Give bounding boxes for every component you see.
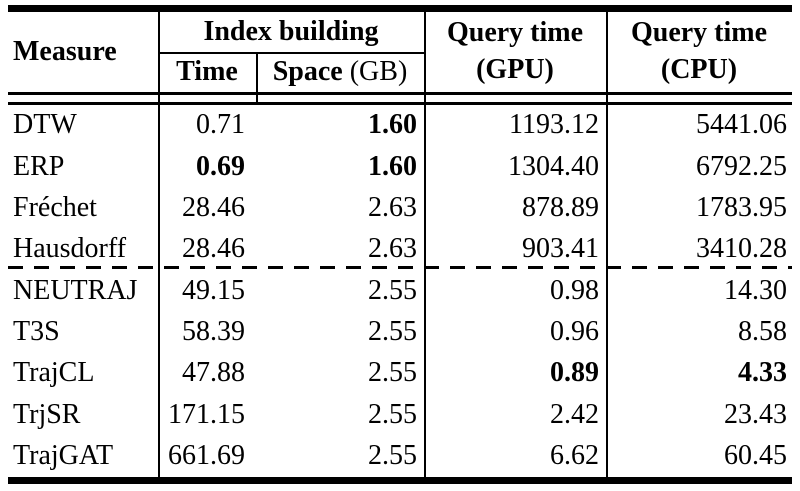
gpu-cell: 1304.40: [508, 150, 599, 182]
gpu-column-divider: [424, 12, 426, 477]
header-query-time-gpu-line2: (GPU): [476, 54, 554, 85]
time-cell: 58.39: [182, 315, 245, 347]
cpu-cell: 14.30: [724, 274, 787, 306]
measure-cell-trjsr: TrjSR: [13, 398, 81, 430]
time-cell: 0.69: [196, 150, 245, 182]
time-cell: 28.46: [182, 233, 245, 265]
cpu-cell: 23.43: [724, 398, 787, 430]
results-table: Measure Index building Time Space (GB) Qu…: [8, 12, 792, 477]
gpu-cell: 6.62: [550, 439, 599, 471]
space-cell: 1.60: [368, 109, 417, 141]
header-query-time-gpu-line1: Query time: [446, 17, 584, 49]
space-cell: 2.55: [368, 274, 417, 306]
gpu-cell: 903.41: [522, 233, 599, 265]
top-rule: [8, 5, 792, 12]
header-query-time-gpu: Query time (GPU): [424, 12, 606, 92]
measure-cell-frechet: Fréchet: [13, 191, 97, 223]
index-building-underline-rule: [158, 52, 424, 54]
time-space-divider: [256, 52, 258, 105]
gpu-cell: 0.96: [550, 315, 599, 347]
header-time: Time: [176, 55, 238, 87]
dashed-separator-rule: [8, 266, 792, 269]
time-cell: 49.15: [182, 274, 245, 306]
measure-cell-erp: ERP: [13, 150, 65, 182]
measure-column-divider: [158, 12, 160, 477]
space-cell: 2.63: [368, 191, 417, 223]
cpu-cell: 4.33: [738, 357, 787, 389]
time-cell: 661.69: [168, 439, 245, 471]
measure-cell-hausdorff: Hausdorff: [13, 233, 127, 265]
header-measure: Measure: [13, 35, 117, 67]
measure-cell-trajgat: TrajGAT: [13, 439, 114, 471]
space-cell: 2.55: [368, 315, 417, 347]
header-space: Space (GB): [256, 52, 424, 92]
space-cell: 1.60: [368, 150, 417, 182]
space-cell: 2.55: [368, 439, 417, 471]
measure-cell-neutraj: NEUTRAJ: [13, 274, 138, 306]
space-cell: 2.55: [368, 357, 417, 389]
cpu-cell: 8.58: [738, 315, 787, 347]
gpu-cell: 0.98: [550, 274, 599, 306]
gpu-cell: 878.89: [522, 191, 599, 223]
header-space-unit: (GB): [349, 55, 408, 87]
cpu-column-divider: [606, 12, 608, 477]
measure-cell-trajcl: TrajCL: [13, 357, 95, 389]
space-cell: 2.63: [368, 233, 417, 265]
header-query-time-cpu: Query time (CPU): [606, 12, 792, 92]
time-cell: 28.46: [182, 191, 245, 223]
time-cell: 171.15: [168, 398, 245, 430]
header-space-label: Space: [272, 55, 343, 87]
gpu-cell: 2.42: [550, 398, 599, 430]
cpu-cell: 6792.25: [696, 150, 787, 182]
space-cell: 2.55: [368, 398, 417, 430]
header-double-rule-upper: [8, 92, 792, 95]
cpu-cell: 1783.95: [696, 191, 787, 223]
time-cell: 47.88: [182, 357, 245, 389]
measure-cell-dtw: DTW: [13, 109, 77, 141]
time-cell: 0.71: [196, 109, 245, 141]
gpu-cell: 0.89: [550, 357, 599, 389]
cpu-cell: 3410.28: [696, 233, 787, 265]
cpu-cell: 60.45: [724, 439, 787, 471]
header-query-time-cpu-line1: Query time: [630, 17, 768, 49]
cpu-cell: 5441.06: [696, 109, 787, 141]
gpu-cell: 1193.12: [509, 109, 599, 141]
header-query-time-cpu-line2: (CPU): [660, 54, 738, 85]
header-index-building: Index building: [203, 15, 379, 47]
bottom-rule: [8, 477, 792, 484]
measure-cell-t3s: T3S: [13, 315, 60, 347]
header-double-rule-lower: [8, 102, 792, 105]
